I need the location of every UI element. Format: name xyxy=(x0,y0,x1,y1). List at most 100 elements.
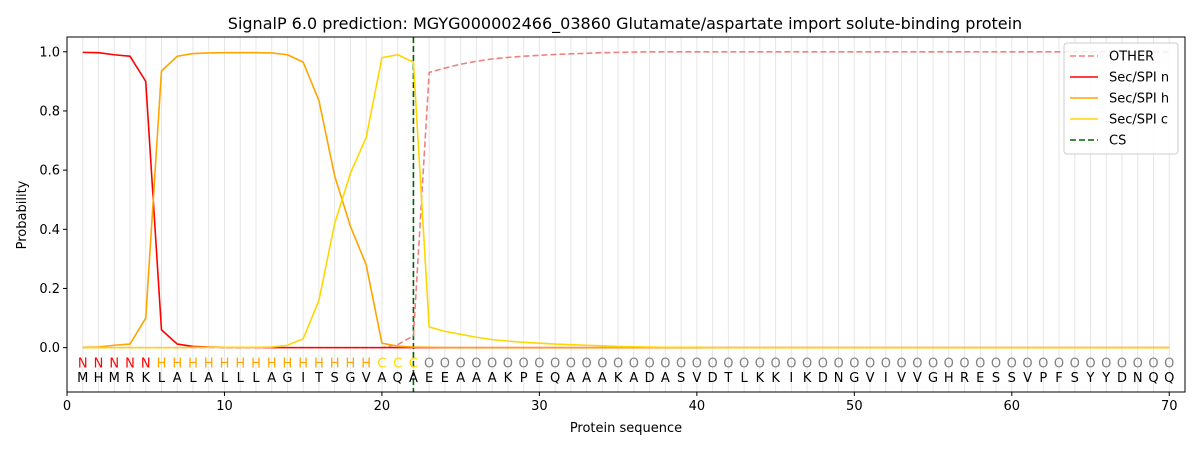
region-label: O xyxy=(1085,356,1095,371)
residue-letter: A xyxy=(409,371,418,386)
y-tick-label: 0.4 xyxy=(39,223,60,238)
residue-letter: S xyxy=(677,371,685,386)
region-label: O xyxy=(1007,356,1017,371)
region-label: O xyxy=(975,356,985,371)
residue-letter: L xyxy=(189,371,197,386)
x-tick-label: 40 xyxy=(689,399,706,414)
region-label: H xyxy=(267,356,277,371)
y-axis: 0.0 0.2 0.4 0.6 0.8 1.0 xyxy=(39,45,67,356)
region-label: O xyxy=(660,356,670,371)
residue-letter: K xyxy=(771,371,780,386)
region-label: O xyxy=(676,356,686,371)
region-label: O xyxy=(1164,356,1174,371)
region-label: O xyxy=(1148,356,1158,371)
legend-label: Sec/SPI h xyxy=(1109,92,1169,107)
region-label: H xyxy=(204,356,214,371)
region-label: H xyxy=(157,356,167,371)
y-axis-title: Probability xyxy=(15,180,30,249)
region-label: O xyxy=(424,356,434,371)
x-tick-label: 30 xyxy=(531,399,548,414)
series-line-sec-spi-h xyxy=(82,51,1170,349)
region-label: N xyxy=(94,356,104,371)
residue-letter: K xyxy=(141,371,150,386)
residue-letter: I xyxy=(884,371,888,386)
region-label: O xyxy=(534,356,544,371)
legend: OTHER Sec/SPI n Sec/SPI h Sec/SPI c CS xyxy=(1063,42,1179,155)
region-label: O xyxy=(896,356,906,371)
region-label: H xyxy=(172,356,182,371)
residue-letter: G xyxy=(345,371,355,386)
region-label: O xyxy=(912,356,922,371)
x-axis: 0 10 20 30 40 50 60 70 xyxy=(63,392,1178,414)
residue-letter: E xyxy=(976,371,984,386)
residue-letter: L xyxy=(221,371,229,386)
residue-letter: Q xyxy=(550,371,560,386)
y-tick-label: 1.0 xyxy=(39,45,60,60)
region-label: O xyxy=(944,356,954,371)
residue-letter: D xyxy=(708,371,718,386)
region-label: O xyxy=(1101,356,1111,371)
region-label: O xyxy=(471,356,481,371)
residue-letter: R xyxy=(125,371,134,386)
residue-letter: A xyxy=(267,371,276,386)
region-label: N xyxy=(125,356,135,371)
residue-letter: A xyxy=(472,371,481,386)
region-label: O xyxy=(503,356,513,371)
residue-letter: D xyxy=(1117,371,1127,386)
region-label: O xyxy=(487,356,497,371)
residue-letter: V xyxy=(897,371,906,386)
region-label: O xyxy=(629,356,639,371)
residue-letter: A xyxy=(661,371,670,386)
residue-letter: E xyxy=(441,371,449,386)
residue-letter: V xyxy=(866,371,875,386)
x-tick-label: 70 xyxy=(1161,399,1178,414)
residue-letter: A xyxy=(456,371,465,386)
x-tick-label: 0 xyxy=(63,399,71,414)
residue-letter: Q xyxy=(1148,371,1158,386)
region-label: H xyxy=(330,356,340,371)
region-label: O xyxy=(456,356,466,371)
legend-label: Sec/SPI n xyxy=(1109,71,1169,86)
region-label: H xyxy=(235,356,245,371)
region-label: N xyxy=(141,356,151,371)
region-label: O xyxy=(739,356,749,371)
residue-letter: H xyxy=(944,371,954,386)
region-label: O xyxy=(582,356,592,371)
residue-letter: S xyxy=(992,371,1000,386)
series-line-other xyxy=(82,50,1170,349)
y-tick-label: 0.2 xyxy=(39,282,60,297)
chart-title: SignalP 6.0 prediction: MGYG000002466_03… xyxy=(228,14,1022,34)
residue-letter: L xyxy=(158,371,166,386)
region-label: O xyxy=(755,356,765,371)
residue-letter: G xyxy=(282,371,292,386)
residue-letter: D xyxy=(645,371,655,386)
region-label: H xyxy=(346,356,356,371)
y-tick-label: 0.6 xyxy=(39,164,60,179)
residue-letter: Q xyxy=(1164,371,1174,386)
region-label: O xyxy=(440,356,450,371)
residue-letter: V xyxy=(1023,371,1032,386)
residue-letter: F xyxy=(1055,371,1062,386)
residue-letter: L xyxy=(740,371,748,386)
residue-letter: V xyxy=(362,371,371,386)
region-label: O xyxy=(1022,356,1032,371)
residue-letter: S xyxy=(1071,371,1079,386)
residue-letter: S xyxy=(1008,371,1016,386)
residue-letter: I xyxy=(301,371,305,386)
region-label: O xyxy=(881,356,891,371)
legend-box xyxy=(1063,42,1179,155)
region-label: C xyxy=(393,356,402,371)
vertical-grid xyxy=(82,37,1170,392)
residue-letter: Q xyxy=(393,371,403,386)
region-label: O xyxy=(770,356,780,371)
region-label: H xyxy=(251,356,261,371)
region-label: O xyxy=(928,356,938,371)
x-tick-label: 10 xyxy=(216,399,233,414)
region-label: O xyxy=(1054,356,1064,371)
region-label: H xyxy=(298,356,308,371)
residue-letter: Y xyxy=(1101,371,1110,386)
residue-letter: R xyxy=(960,371,969,386)
residue-letter: G xyxy=(849,371,859,386)
region-label: C xyxy=(409,356,418,371)
